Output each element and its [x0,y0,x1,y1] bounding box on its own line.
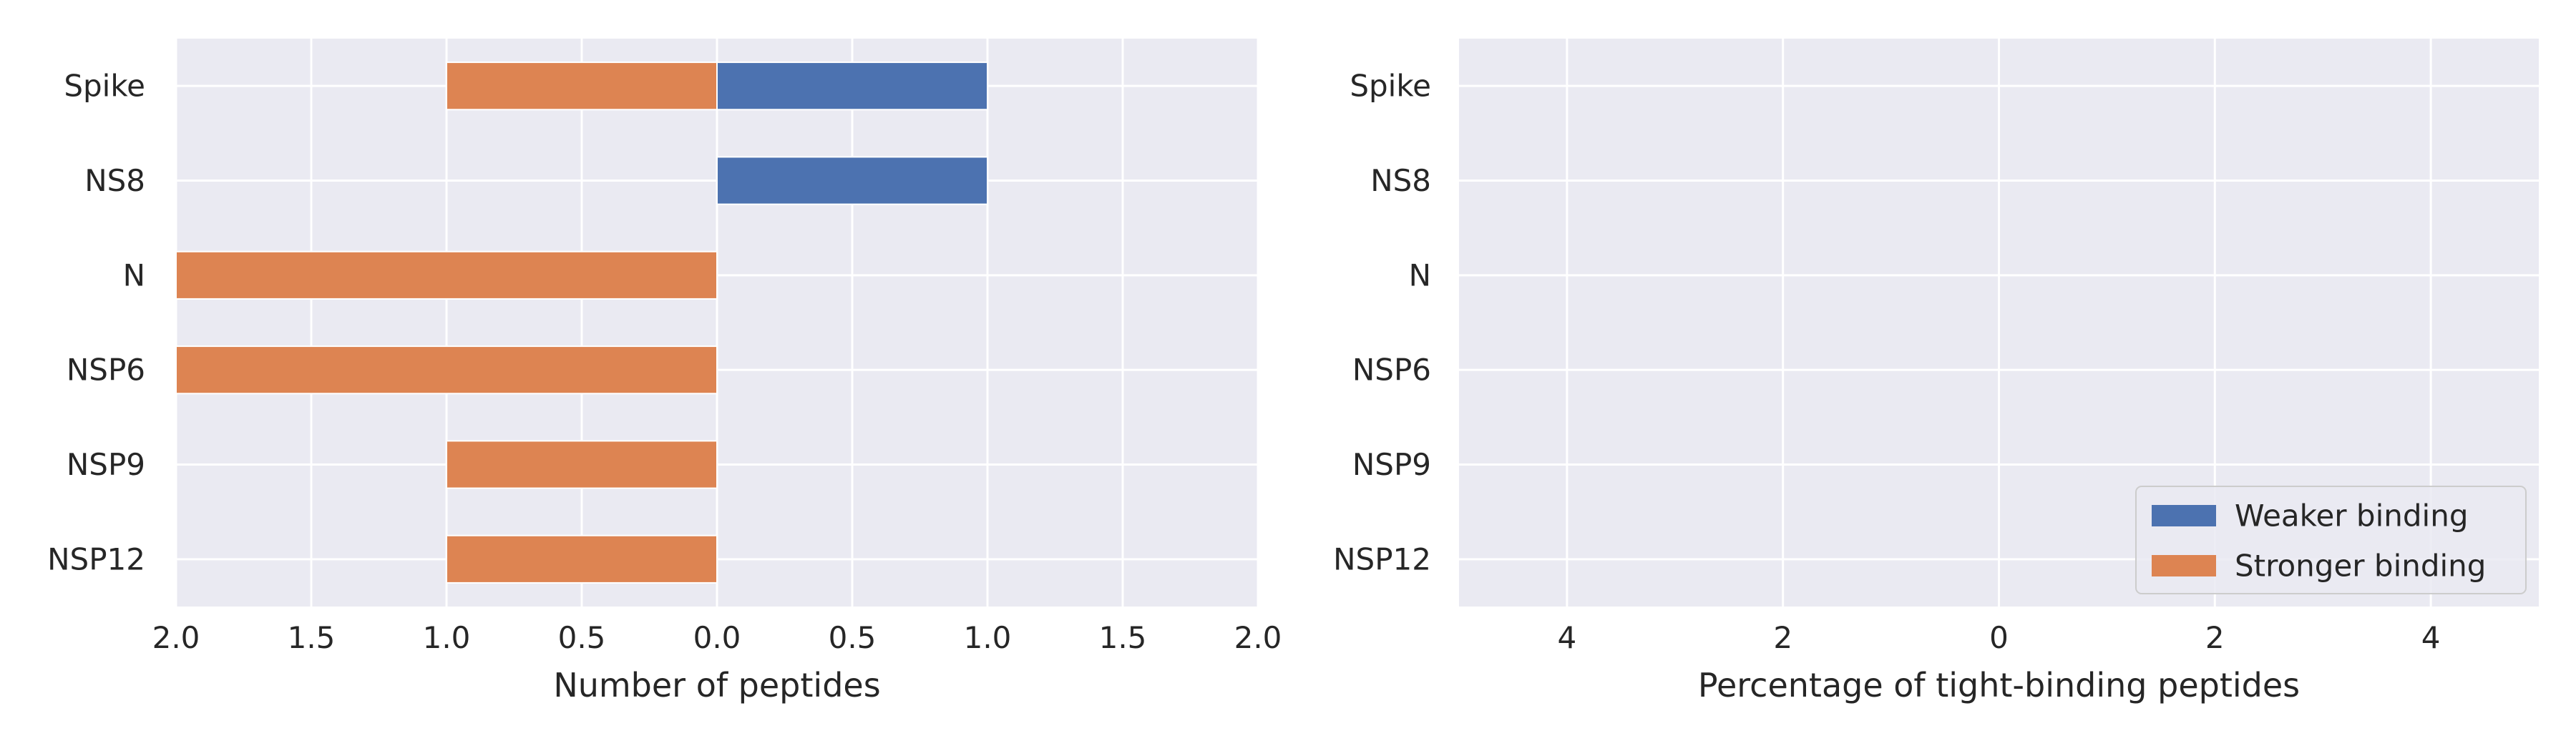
x-tick-label: 2 [1773,620,1792,655]
y-tick-label: NSP12 [1333,541,1431,576]
x-tick-label: 1.5 [1099,620,1147,655]
x-tick-label: 0.5 [558,620,606,655]
bar-stronger-binding-spike [446,62,718,111]
legend-swatch [2152,505,2216,526]
y-tick-label: Spike [1350,69,1431,104]
bar-stronger-binding-nsp12 [446,534,718,584]
bar-stronger-binding-nsp6 [175,345,718,395]
right-panel-percentage-tight-binding: Spike NS8 N NSP6 NSP9 NSP12 4 2 0 2 4 Percentage of… [1333,39,2539,705]
y-tick-label: NSP12 [47,541,145,576]
y-tick-label: NS8 [1370,163,1431,198]
bar-weaker-binding-spike [716,62,988,111]
legend-swatch [2152,555,2216,576]
x-tick-label: 4 [2421,620,2441,655]
bar-stronger-binding-nsp9 [446,440,718,489]
left-panel-number-of-peptides: Spike NS8 N NSP6 NSP9 NSP12 2.0 1.5 1.0 0.5 0.0 0.5… [47,39,1282,705]
legend-label: Weaker binding [2235,499,2468,534]
x-tick-label: 0.0 [693,620,741,655]
x-tick-label: 1.0 [423,620,471,655]
x-axis-title: Percentage of tight-binding peptides [1698,666,2300,705]
x-tick-label: 4 [1558,620,1577,655]
y-tick-label: NS8 [84,163,145,198]
x-axis-title: Number of peptides [553,666,880,705]
y-tick-label: NSP9 [1352,447,1431,482]
y-tick-label: Spike [64,69,145,104]
x-tick-label: 2.0 [1234,620,1282,655]
legend: Weaker binding Stronger binding [2135,486,2527,594]
legend-label: Stronger binding [2235,549,2486,584]
bar-stronger-binding-n [175,250,718,300]
legend-frame [2135,486,2527,594]
x-tick-label: 0.5 [829,620,877,655]
y-tick-label: NSP9 [67,447,145,482]
x-tick-label: 1.5 [288,620,336,655]
y-tick-label: N [123,257,145,293]
x-tick-label: 2 [2205,620,2225,655]
x-tick-label: 0 [1989,620,2009,655]
x-tick-label: 2.0 [152,620,200,655]
y-tick-label: NSP6 [1352,353,1431,388]
y-tick-label: NSP6 [67,353,145,388]
bar-weaker-binding-ns8 [716,156,988,205]
y-tick-label: N [1409,257,1431,293]
x-tick-label: 1.0 [964,620,1012,655]
